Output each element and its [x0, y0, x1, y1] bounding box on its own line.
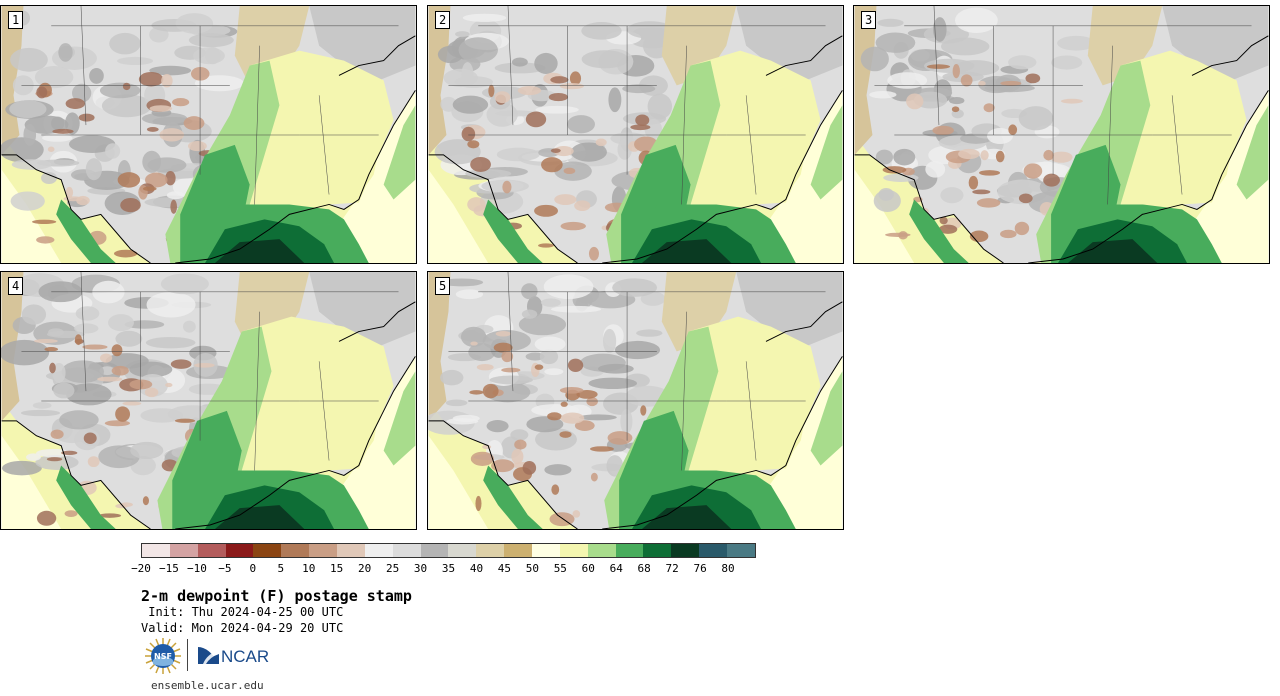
colorbar-swatch — [253, 544, 282, 557]
postage-stamp-panel-5: 5 — [427, 271, 844, 530]
canada-gray — [309, 6, 416, 81]
west-coast-band — [854, 6, 877, 155]
baja-moist — [909, 199, 969, 263]
colorbar-tick: 60 — [581, 562, 595, 575]
dewpoint-map — [854, 6, 1269, 263]
colorbar-swatch — [197, 544, 226, 557]
colorbar-tick: 25 — [385, 562, 400, 575]
colorbar-tick: 30 — [413, 562, 428, 575]
chart-title: 2-m dewpoint (F) postage stamp — [141, 587, 412, 605]
nsf-logo-text: NSF — [154, 652, 172, 661]
colorbar-swatch — [559, 544, 588, 557]
colorbar-swatch — [142, 544, 170, 557]
colorbar-swatch — [364, 544, 393, 557]
nsf-logo: NSF — [145, 638, 181, 674]
gulf-core — [214, 505, 305, 529]
dewpoint-map — [428, 6, 843, 263]
west-coast-band — [1, 6, 24, 155]
colorbar-tick: 20 — [358, 562, 372, 575]
colorbar-tick: 72 — [665, 562, 679, 575]
west-coast-band — [428, 6, 451, 155]
postage-stamp-panel-2: 2 — [427, 5, 844, 264]
colorbar-swatch — [615, 544, 644, 557]
colorbar-swatch — [448, 544, 477, 557]
colorbar-tick: −15 — [159, 562, 179, 575]
colorbar-swatch — [532, 544, 560, 557]
colorbar-tick: 68 — [637, 562, 651, 575]
postage-stamp-panel-4: 4 — [0, 271, 417, 530]
panel-number-label: 3 — [861, 11, 877, 29]
init-time: Init: Thu 2024-04-25 00 UTC — [141, 605, 344, 619]
colorbar-tick: 10 — [302, 562, 316, 575]
dewpoint-colorbar — [141, 543, 756, 558]
gulf-core — [641, 505, 732, 529]
colorbar-swatch — [587, 544, 616, 557]
west-coast-band — [428, 272, 451, 421]
colorbar-swatch — [727, 544, 755, 557]
gulf-core — [214, 239, 305, 263]
dewpoint-map — [1, 272, 416, 529]
logo-divider — [187, 639, 188, 671]
colorbar-swatch — [281, 544, 310, 557]
gulf-core — [641, 239, 732, 263]
atlantic-moist — [810, 371, 843, 466]
colorbar-tick: −5 — [218, 562, 232, 575]
colorbar-tick: 40 — [469, 562, 484, 575]
baja-moist — [56, 465, 116, 529]
colorbar-tick-labels: −20 −15 −10 −5 0 5 10 15 20 25 30 35 40 45 50 55 60 64 68 7… — [0, 562, 1280, 578]
ncar-logo: NCAR — [198, 647, 269, 666]
postage-stamp-panel-3: 3 — [853, 5, 1270, 264]
valid-time: Valid: Mon 2024-04-29 20 UTC — [141, 621, 344, 635]
colorbar-swatch — [420, 544, 449, 557]
canada-gray — [1162, 6, 1269, 81]
colorbar-swatch — [392, 544, 421, 557]
canada-gray — [736, 6, 843, 81]
colorbar-tick: 45 — [497, 562, 512, 575]
atlantic-moist — [383, 105, 416, 200]
colorbar-swatch — [225, 544, 254, 557]
colorbar-tick: 35 — [441, 562, 456, 575]
colorbar-tick: −10 — [186, 562, 207, 575]
canada-gray — [736, 272, 843, 347]
atlantic-moist — [1236, 105, 1269, 200]
colorbar-tick: −20 — [131, 562, 151, 575]
colorbar-tick: 80 — [721, 562, 735, 575]
ncar-logo-text: NCAR — [221, 647, 269, 666]
atlantic-moist — [383, 371, 416, 466]
colorbar-swatch — [169, 544, 198, 557]
colorbar-tick: 15 — [330, 562, 344, 575]
dewpoint-map — [428, 272, 843, 529]
panel-number-label: 2 — [435, 11, 451, 29]
colorbar-swatch — [643, 544, 672, 557]
colorbar-tick: 64 — [609, 562, 623, 575]
colorbar-swatch — [476, 544, 505, 557]
colorbar-tick: 0 — [249, 562, 257, 575]
baja-moist — [56, 199, 116, 263]
colorbar-tick: 55 — [553, 562, 567, 575]
colorbar-swatch — [671, 544, 700, 557]
panel-number-label: 1 — [8, 11, 24, 29]
colorbar-swatch — [699, 544, 728, 557]
colorbar-tick: 5 — [277, 562, 285, 575]
site-url: ensemble.ucar.edu — [151, 679, 264, 692]
colorbar-swatch — [309, 544, 338, 557]
dewpoint-map — [1, 6, 416, 263]
colorbar-swatch — [504, 544, 533, 557]
postage-stamp-panel-1: 1 — [0, 5, 417, 264]
colorbar-swatch — [337, 544, 365, 557]
panel-number-label: 5 — [435, 277, 451, 295]
colorbar-tick: 50 — [525, 562, 539, 575]
gulf-core — [1067, 239, 1158, 263]
baja-moist — [483, 465, 543, 529]
panel-number-label: 4 — [8, 277, 24, 295]
canada-gray — [309, 272, 416, 347]
baja-moist — [483, 199, 543, 263]
atlantic-moist — [810, 105, 843, 200]
colorbar-tick: 76 — [693, 562, 707, 575]
